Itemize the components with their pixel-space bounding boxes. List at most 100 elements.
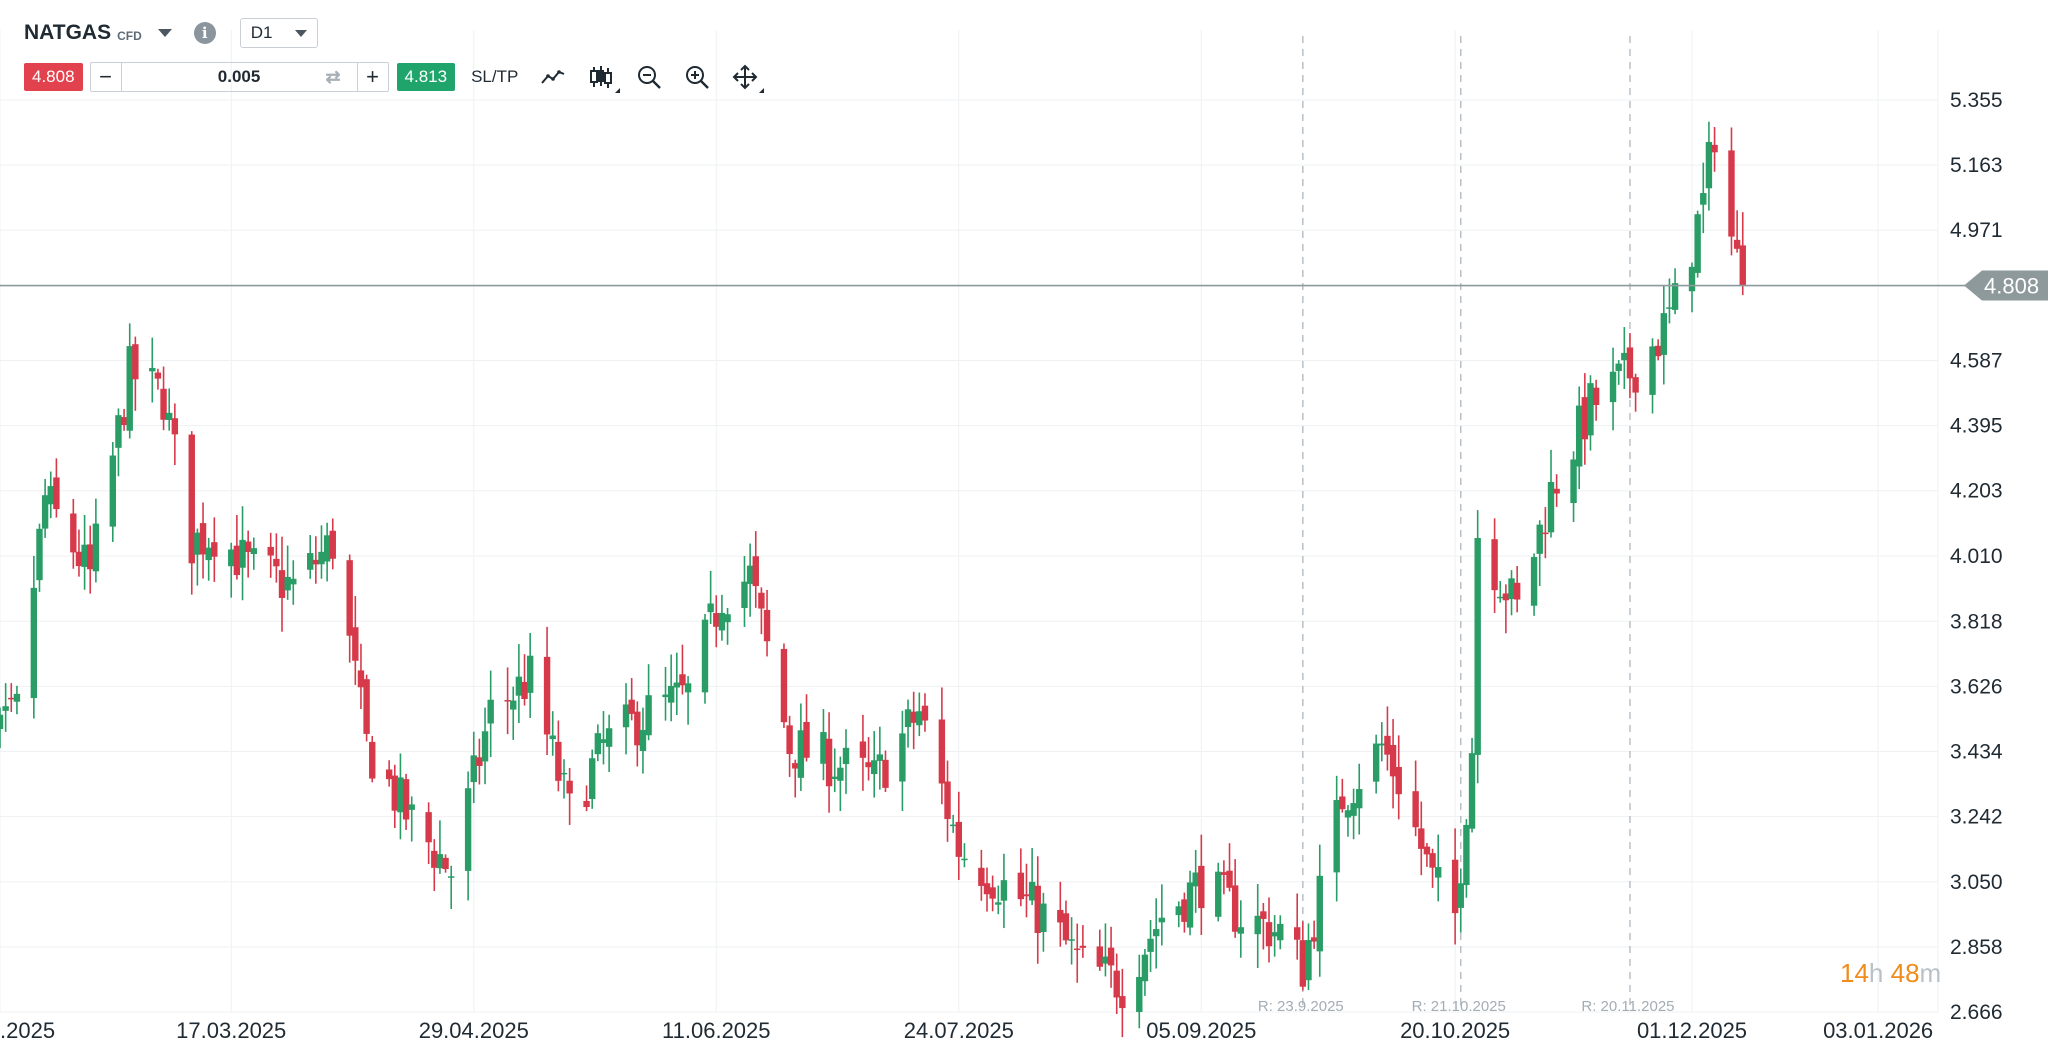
candle-body [1621,352,1628,361]
candle-body [385,769,393,780]
candle-body [233,545,241,576]
candle-up [126,323,133,439]
swap-icon[interactable]: ⇄ [325,67,341,87]
candle-body [290,578,297,585]
candle-body [1474,538,1481,755]
candle-up [701,613,709,704]
candle-down [273,533,280,583]
candle-body [1344,810,1352,818]
candle-body [899,733,906,782]
candle-body [278,570,286,598]
candle-body [1028,881,1036,901]
candle-up [30,555,38,719]
sell-price-button[interactable]: 4.808 [24,63,83,91]
candle-down [1502,584,1510,634]
candle-body [487,699,494,724]
candle-body [481,731,489,762]
current-price-line: 4.808 [0,270,2048,301]
increase-quantity-button[interactable]: + [366,64,379,89]
candle-body [470,755,477,783]
candle-up [560,759,568,799]
candle-body [1096,946,1103,967]
candle-body [70,513,77,553]
buy-price-button[interactable]: 4.813 [396,63,456,91]
candle-down [244,530,252,578]
candlestick-icon[interactable] [588,64,621,93]
candle-body [120,417,128,426]
chevron-down-icon[interactable] [157,29,172,37]
candle-down [357,643,365,710]
candle-up [1271,915,1278,957]
y-tick-label: 5.163 [1950,154,2003,177]
candle-body [1592,387,1600,406]
candle-up [36,523,43,592]
zoom-out-icon[interactable] [636,64,662,90]
candle-body [1226,870,1233,888]
candle-body [13,693,21,702]
candle-body [961,858,968,861]
quantity-input[interactable]: 0.005 ⇄ [120,63,358,91]
candle-down [1119,968,1126,1038]
candle-up [1305,923,1312,991]
candle-up [1705,121,1713,211]
candle-up [1158,884,1166,946]
candle-up [995,885,1002,915]
y-tick-label: 4.010 [1950,545,2003,568]
candle-body [589,758,596,799]
candle-body [1237,927,1244,934]
candle-body [442,857,449,870]
candle-down [120,408,128,431]
candle-up [1372,734,1380,794]
candle-up [1587,375,1594,451]
candle-up [1497,581,1504,603]
candle-body [307,553,314,570]
candle-body [199,523,207,555]
timeframe-value: D1 [250,23,273,42]
candle-up [228,542,235,598]
candle-up [1671,268,1679,315]
candle-body [1113,970,1120,998]
candle-down [504,667,511,735]
candle-up [1570,451,1577,522]
candle-body [1034,885,1041,933]
candle-body [1254,915,1261,935]
candle-up [1254,884,1261,969]
candle-body [949,824,957,827]
candle-up [1000,853,1008,929]
candle-up [1316,844,1323,977]
candle-body [1542,532,1549,535]
candle-body [1372,743,1380,782]
info-icon[interactable]: i [193,22,216,44]
candle-up [639,707,647,774]
timeframe-select[interactable]: D1 [239,18,318,48]
decrease-quantity-button[interactable]: − [99,64,112,89]
candle-body [1040,903,1047,933]
zoom-in-icon[interactable] [684,64,710,90]
candle-body [318,551,325,565]
line-chart-icon[interactable] [540,64,566,90]
candle-body [1294,927,1301,940]
candle-down [1553,474,1560,507]
candle-body [521,681,528,700]
candle-body [1576,405,1583,467]
candle-body [1530,557,1538,606]
candle-body [363,679,370,734]
candle-body [1728,150,1735,237]
x-tick-label: 05.09.2025 [1146,1018,1256,1041]
move-icon[interactable] [732,64,765,93]
candle-down [1513,566,1521,613]
candle-down [921,693,929,732]
candle-up [1609,347,1617,431]
candle-down [1542,507,1549,559]
sltp-button[interactable]: SL/TP [471,67,519,86]
candle-body [820,732,827,764]
candle-down [1220,860,1228,895]
candle-up [667,654,675,722]
candle-up [1237,900,1244,958]
candle-down [1491,518,1498,613]
candle-body [1186,882,1194,928]
candle-body [402,779,410,820]
candle-body [8,697,15,700]
symbol-name[interactable]: NATGAS [24,21,112,44]
